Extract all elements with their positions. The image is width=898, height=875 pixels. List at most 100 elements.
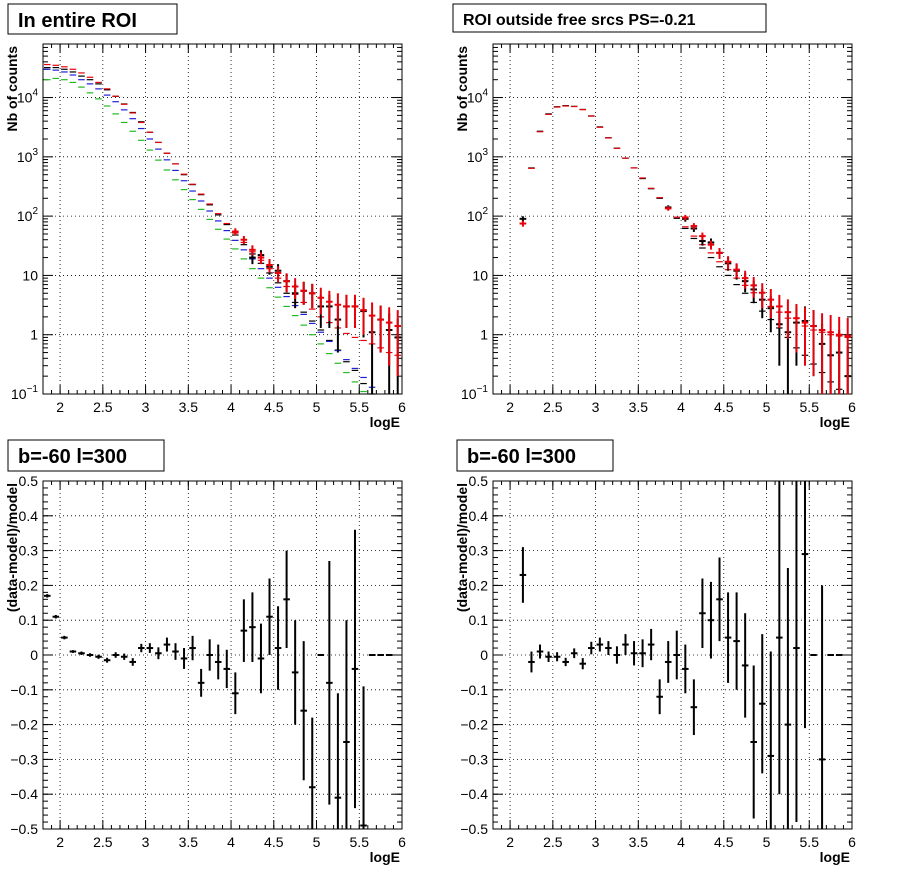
- x-tick-label: 2.5: [543, 399, 563, 415]
- title-box-1: ROI outside free srcs PS=-0.21: [452, 3, 767, 33]
- y-tick-label: −0.1: [10, 682, 38, 698]
- series-3: [519, 206, 851, 394]
- x-tick-label: 2: [56, 399, 64, 415]
- y-tick-label: 0.5: [19, 473, 39, 489]
- x-tick-label: 5: [313, 834, 321, 850]
- y-tick-exponent: 3: [482, 147, 488, 158]
- series-0: [44, 529, 393, 829]
- y-tick-label: −0.5: [460, 821, 488, 837]
- y-tick-label: 0.2: [469, 577, 489, 593]
- x-tick-label: 3: [142, 834, 150, 850]
- y-axis-label: Nb of counts: [4, 46, 20, 132]
- y-tick-exponent: 4: [482, 88, 488, 99]
- x-axis-label: logE: [370, 849, 400, 865]
- y-tick-exponent: 2: [482, 206, 488, 217]
- series-3: [44, 77, 367, 393]
- y-tick-label: 1: [480, 327, 488, 343]
- y-tick-label: −0.1: [460, 682, 488, 698]
- x-tick-label: 2.5: [93, 834, 113, 850]
- y-tick-label: −0.2: [10, 717, 38, 733]
- y-tick-label: 10−1: [461, 384, 488, 402]
- title-box-2: b=-60 l=300: [7, 439, 165, 472]
- panel-residual-right: 2 2.5 3 3.5 4 4.5 5 5.5 6 −0.5 −0.4 −0.3 −0.2 −0.1 0 0.…: [454, 473, 856, 865]
- x-tick-label: 3: [142, 399, 150, 415]
- plot-frame: [42, 480, 403, 830]
- y-tick-label: −0.3: [10, 751, 38, 767]
- x-tick-label: 5.5: [350, 834, 370, 850]
- y-tick-label: 10: [22, 267, 38, 283]
- panel-residual-left: 2 2.5 3 3.5 4 4.5 5 5.5 6 −0.5 −0.4 −0.3 −0.2 −0.1 0 0.…: [4, 473, 406, 865]
- x-tick-label: 4: [227, 834, 235, 850]
- x-tick-label: 6: [848, 399, 856, 415]
- x-tick-label: 2: [56, 834, 64, 850]
- series-5: [232, 228, 401, 377]
- x-tick-label: 2: [506, 399, 514, 415]
- x-tick-label: 5: [763, 834, 771, 850]
- title-box-0: In entire ROI: [7, 3, 178, 35]
- series-0: [519, 481, 843, 829]
- y-tick-exponent: 4: [32, 88, 38, 99]
- y-tick-label: −0.4: [460, 786, 488, 802]
- x-tick-label: 5.5: [350, 399, 370, 415]
- plot-frame: [42, 43, 403, 395]
- x-tick-label: 2.5: [93, 399, 113, 415]
- x-tick-label: 5.5: [800, 834, 820, 850]
- title-box-3: b=-60 l=300: [456, 439, 614, 472]
- panel-title-2: b=-60 l=300: [18, 446, 127, 468]
- y-tick-label: −0.5: [10, 821, 38, 837]
- y-tick-label: 102: [467, 206, 489, 224]
- y-axis-label: Nb of counts: [454, 46, 470, 132]
- panel-title-0: In entire ROI: [18, 10, 137, 32]
- y-tick-label: −0.4: [10, 786, 38, 802]
- plot-frame: [492, 480, 853, 830]
- plot-frame: [492, 43, 853, 395]
- x-tick-label: 4: [677, 399, 685, 415]
- y-tick-label: 104: [467, 88, 489, 106]
- y-tick-label: 103: [467, 147, 489, 165]
- x-tick-label: 4: [677, 834, 685, 850]
- panel-counts-outside-srcs: 2 2.5 3 3.5 4 4.5 5 5.5 6 10−1 1 10 102 103 104 logE Nb …: [454, 43, 856, 430]
- y-tick-label: −0.2: [460, 717, 488, 733]
- x-tick-label: 6: [398, 834, 406, 850]
- x-tick-label: 3.5: [179, 399, 199, 415]
- x-tick-label: 4.5: [264, 399, 284, 415]
- y-tick-exponent: 3: [32, 147, 38, 158]
- x-tick-label: 5: [763, 399, 771, 415]
- y-tick-label: 0.4: [19, 508, 39, 524]
- x-tick-label: 3: [592, 834, 600, 850]
- y-tick-label: 0.3: [469, 543, 489, 559]
- y-tick-label: 0.3: [19, 543, 39, 559]
- x-tick-label: 3.5: [629, 834, 649, 850]
- y-tick-label: 102: [17, 206, 39, 224]
- x-tick-label: 4: [227, 399, 235, 415]
- y-tick-label: 0.5: [469, 473, 489, 489]
- x-axis-label: logE: [820, 849, 850, 865]
- panel-title-1: ROI outside free srcs PS=-0.21: [463, 12, 696, 29]
- y-tick-label: 0.1: [19, 612, 39, 628]
- x-tick-label: 2: [506, 834, 514, 850]
- y-tick-label: 0.4: [469, 508, 489, 524]
- y-tick-label: 0: [30, 647, 38, 663]
- x-tick-label: 2.5: [543, 834, 563, 850]
- y-tick-exponent: 2: [32, 206, 38, 217]
- x-tick-label: 6: [848, 834, 856, 850]
- panel-title-3: b=-60 l=300: [467, 446, 576, 468]
- panel-counts-entire-roi: 2 2.5 3 3.5 4 4.5 5 5.5 6 10−1 1 10 102 103 104 logE Nb …: [4, 43, 406, 430]
- x-tick-label: 6: [398, 399, 406, 415]
- x-axis-label: logE: [820, 414, 850, 430]
- x-tick-label: 5: [313, 399, 321, 415]
- x-axis-label: logE: [370, 414, 400, 430]
- y-tick-label: 1: [30, 327, 38, 343]
- x-tick-label: 5.5: [800, 399, 820, 415]
- y-tick-label: 0.1: [469, 612, 489, 628]
- y-axis-label: (data-model)/model: [454, 483, 470, 612]
- series-2: [44, 68, 376, 388]
- y-tick-label: 104: [17, 88, 39, 106]
- y-tick-exponent: −1: [27, 384, 39, 395]
- y-tick-label: −0.3: [460, 751, 488, 767]
- y-tick-label: 103: [17, 147, 39, 165]
- x-tick-label: 3.5: [629, 399, 649, 415]
- x-tick-label: 3: [592, 399, 600, 415]
- x-tick-label: 4.5: [264, 834, 284, 850]
